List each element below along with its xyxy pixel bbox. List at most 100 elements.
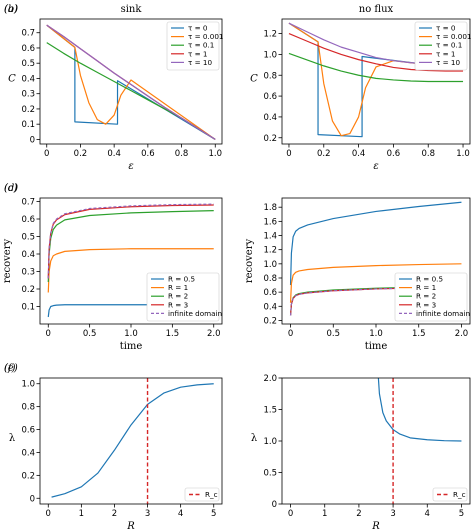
y-tick-label: 1.2 xyxy=(263,30,277,40)
x-tick-label: 5 xyxy=(459,509,464,519)
y-tick-label: 0.2 xyxy=(21,471,35,481)
legend-label: R = 0.5 xyxy=(168,275,195,284)
legend-label: τ = 0 xyxy=(188,24,208,33)
legend-label: R_c xyxy=(453,490,466,499)
panel-a: (a) sink 0 0.2 0.4 0.6 0.8 1.0 0 0.1 0.2 0.3 0.4 0.5 0… xyxy=(4,4,224,172)
y-axis-label: C xyxy=(250,74,258,85)
y-tick-label: 0.4 xyxy=(263,302,277,312)
y-tick-label: 0.6 xyxy=(21,426,35,436)
x-axis-label: R xyxy=(371,521,380,530)
y-tick-label: 0.8 xyxy=(263,71,277,81)
y-tick-label: 1.2 xyxy=(263,246,277,256)
x-tick-label: 2.0 xyxy=(207,329,221,339)
panel-f: (f) 0 1 2 3 4 5 0 0.5 1.0 1.5 2.0 Rλ R_c xyxy=(4,363,471,530)
x-axis-label: time xyxy=(120,341,143,352)
y-axis-label: λ xyxy=(251,433,258,444)
y-tick-label: 0.2 xyxy=(21,105,35,115)
plot-area xyxy=(46,24,216,140)
panel-e: (e) 0 1 2 3 4 5 0 0.2 0.4 0.6 0.8 1.0 Rλ R_c xyxy=(4,363,223,530)
y-tick-label: 1.6 xyxy=(263,217,277,227)
legend-label: τ = 0.001 xyxy=(436,32,472,41)
axes-frame xyxy=(281,197,471,325)
panel-title: no flux xyxy=(359,4,394,15)
x-axis-label: R xyxy=(126,521,135,530)
legend-label: infinite domain xyxy=(416,309,470,318)
x-tick-label: 1.5 xyxy=(412,329,426,339)
y-tick-label: 0.2 xyxy=(263,134,277,144)
x-tick-label: 2 xyxy=(356,509,361,519)
legend-label: R = 2 xyxy=(416,292,436,301)
y-tick-label: 1.0 xyxy=(21,380,35,390)
y-tick-label: 0.5 xyxy=(21,233,35,243)
legend-box xyxy=(166,21,220,71)
legend-box xyxy=(414,21,468,71)
legend-box xyxy=(146,272,220,322)
legend: R_c xyxy=(432,487,468,502)
y-tick-label: 0.8 xyxy=(263,274,277,284)
y-tick-label: 1.0 xyxy=(263,50,277,60)
series-line-b-3 xyxy=(288,33,464,72)
x-tick-label: 0 xyxy=(46,509,51,519)
x-axis-label: time xyxy=(365,341,388,352)
x-tick-label: 0 xyxy=(286,149,291,159)
x-tick-label: 0.4 xyxy=(352,149,366,159)
x-tick-label: 0 xyxy=(288,509,293,519)
panel-title: sink xyxy=(121,4,143,15)
y-tick-label: 1.0 xyxy=(263,260,277,270)
panel-c: (c) 0 0.5 1.0 1.5 2.0 0.1 0.2 0.3 0.4 0.5 0.6 0.7 tim… xyxy=(2,183,223,352)
y-tick-label: 0.2 xyxy=(21,285,35,295)
legend-label: R = 3 xyxy=(168,300,188,309)
legend-label: τ = 1 xyxy=(188,49,208,58)
x-tick-label: 0.6 xyxy=(387,149,401,159)
x-tick-label: 2.0 xyxy=(455,329,469,339)
y-tick-label: 0.5 xyxy=(263,469,277,479)
legend-label: τ = 0 xyxy=(436,24,456,33)
legend-label: τ = 1 xyxy=(436,49,456,58)
series-line-e-0 xyxy=(51,383,214,498)
x-tick-label: 0.8 xyxy=(421,149,435,159)
series-line-c-3 xyxy=(47,204,214,279)
legend-label: τ = 0.1 xyxy=(188,41,214,50)
panel-letter: (c) xyxy=(4,183,18,194)
y-tick-label: 0.6 xyxy=(263,92,277,102)
y-tick-label: 0.6 xyxy=(21,215,35,225)
y-tick-label: 1.5 xyxy=(263,406,277,416)
y-axis-label: recovery xyxy=(2,238,13,283)
x-tick-label: 0.2 xyxy=(74,149,88,159)
y-tick-label: 0.6 xyxy=(263,288,277,298)
axes-frame xyxy=(39,197,223,325)
x-tick-label: 0.2 xyxy=(317,149,331,159)
y-tick-label: 0.3 xyxy=(21,90,35,100)
x-tick-label: 0 xyxy=(46,329,51,339)
legend-label: R = 1 xyxy=(416,283,436,292)
plot-area xyxy=(47,203,214,318)
x-tick-label: 2 xyxy=(112,509,117,519)
series-line-f-0 xyxy=(377,378,462,442)
axes-frame xyxy=(281,377,471,505)
panel-d: (d) 0 0.5 1.0 1.5 2.0 0.2 0.4 0.6 0.8 1.0 1.2 1.4 1.6… xyxy=(4,183,471,352)
legend-label: R = 0.5 xyxy=(416,275,443,284)
y-tick-label: 0 xyxy=(30,135,35,145)
y-tick-label: 0.3 xyxy=(21,268,35,278)
y-axis-label: C xyxy=(8,74,16,85)
x-tick-label: 0.4 xyxy=(107,149,121,159)
y-tick-label: 0.2 xyxy=(263,316,277,326)
legend-label: R = 3 xyxy=(416,300,436,309)
x-tick-label: 0 xyxy=(288,329,293,339)
x-tick-label: 5 xyxy=(211,509,216,519)
y-tick-label: 0 xyxy=(272,500,277,510)
x-tick-label: 3 xyxy=(390,509,395,519)
y-tick-label: 1.4 xyxy=(263,232,277,242)
panel-letter: (f) xyxy=(4,363,16,374)
series-line-c-2 xyxy=(47,210,214,283)
x-tick-label: 1.0 xyxy=(456,149,470,159)
legend: R_c xyxy=(184,487,220,502)
y-tick-label: 1.8 xyxy=(263,203,277,213)
legend-label: τ = 10 xyxy=(436,58,460,67)
legend-box xyxy=(184,487,220,502)
panel-letter: (b) xyxy=(4,4,18,15)
